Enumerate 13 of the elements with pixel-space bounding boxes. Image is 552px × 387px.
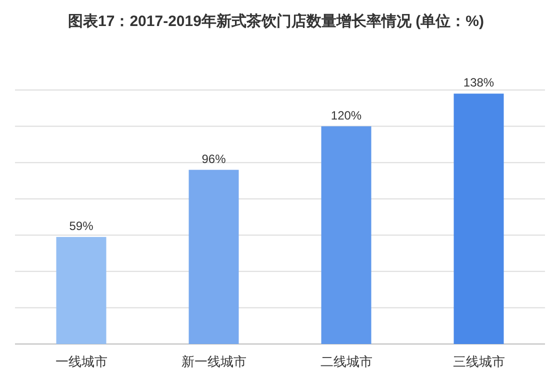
bar [321,126,372,344]
data-label: 59% [69,218,94,233]
x-tick-label: 三线城市 [452,354,505,369]
x-tick-label: 新一线城市 [181,354,246,369]
x-tick-label: 一线城市 [55,354,108,369]
data-label: 96% [202,152,226,166]
bar [454,94,504,344]
x-tick-label: 二线城市 [320,354,372,369]
bar [188,170,239,344]
data-label: 138% [463,76,494,90]
bar [56,236,106,344]
data-label: 120% [330,108,362,122]
chart-title: 图表17：2017-2019年新式茶饮门店数量增长率情况 (单位：%) [68,12,484,30]
